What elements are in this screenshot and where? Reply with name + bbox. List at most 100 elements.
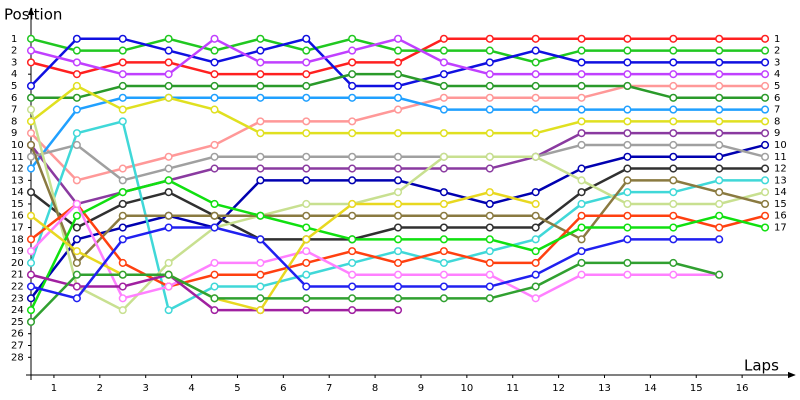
lap-point bbox=[164, 258, 173, 267]
lap-point bbox=[715, 199, 724, 208]
lap-point bbox=[577, 211, 586, 220]
lap-point bbox=[393, 129, 403, 138]
y-tick-label: 14 bbox=[11, 187, 24, 198]
lap-point bbox=[256, 211, 265, 220]
lap-point bbox=[393, 58, 403, 67]
lap-point bbox=[485, 188, 494, 197]
x-tick-label: 6 bbox=[280, 383, 286, 394]
lap-point bbox=[577, 70, 586, 79]
lap-point bbox=[26, 152, 36, 161]
lap-point bbox=[715, 93, 724, 102]
lap-point bbox=[118, 235, 127, 244]
lap-point bbox=[439, 294, 448, 303]
lap-point bbox=[531, 58, 540, 67]
lap-point bbox=[26, 317, 36, 326]
x-axis-title: Laps bbox=[744, 357, 779, 375]
lap-point bbox=[393, 306, 403, 315]
end-position-label: 5 bbox=[774, 81, 780, 92]
lap-point bbox=[531, 81, 540, 91]
lap-point bbox=[302, 270, 311, 279]
end-position-label: 15 bbox=[774, 199, 787, 210]
lap-point bbox=[715, 223, 724, 232]
y-tick-label: 11 bbox=[11, 152, 24, 163]
lap-point bbox=[669, 129, 678, 138]
lap-point bbox=[439, 223, 448, 232]
x-tick-label: 1 bbox=[51, 383, 57, 394]
lap-point bbox=[393, 211, 403, 220]
lap-point bbox=[393, 235, 403, 244]
lap-point bbox=[210, 105, 219, 114]
lap-point bbox=[715, 46, 724, 55]
lap-point bbox=[715, 270, 724, 279]
lap-point bbox=[26, 306, 36, 315]
lap-point bbox=[302, 93, 311, 102]
lap-point bbox=[577, 81, 586, 91]
lap-point bbox=[302, 306, 311, 315]
lap-point bbox=[577, 258, 586, 267]
lap-point bbox=[393, 93, 403, 102]
lap-point bbox=[577, 93, 586, 102]
y-tick-label: 22 bbox=[11, 282, 24, 293]
lap-point bbox=[72, 129, 81, 138]
lap-point bbox=[256, 306, 265, 315]
lap-point bbox=[485, 105, 494, 114]
end-position-label: 6 bbox=[774, 93, 780, 104]
lap-point bbox=[393, 34, 403, 43]
lap-point bbox=[761, 129, 770, 138]
lap-point bbox=[348, 164, 357, 173]
lap-point bbox=[761, 46, 770, 55]
lap-point bbox=[669, 164, 678, 173]
lap-point bbox=[348, 294, 357, 303]
lap-point bbox=[256, 46, 265, 55]
lap-point bbox=[118, 81, 127, 91]
lap-point bbox=[715, 176, 724, 185]
x-tick-label: 11 bbox=[506, 383, 519, 394]
lap-point bbox=[302, 117, 311, 126]
lap-point bbox=[393, 247, 403, 256]
lap-point bbox=[26, 93, 36, 102]
lap-point bbox=[118, 270, 127, 279]
series-line bbox=[29, 109, 766, 312]
y-tick-label: 6 bbox=[11, 93, 17, 104]
lap-point bbox=[302, 199, 311, 208]
lap-point bbox=[26, 81, 36, 91]
lap-point bbox=[26, 188, 36, 197]
lap-point bbox=[118, 176, 127, 185]
lap-point bbox=[256, 34, 265, 43]
lap-point bbox=[348, 117, 357, 126]
lap-point bbox=[669, 211, 678, 220]
lap-point bbox=[256, 294, 265, 303]
lap-point bbox=[72, 282, 81, 291]
end-position-label: 3 bbox=[774, 57, 780, 68]
end-position-label: 8 bbox=[774, 116, 780, 127]
x-tick-label: 2 bbox=[97, 383, 103, 394]
lap-point bbox=[393, 46, 403, 55]
lap-point bbox=[393, 81, 403, 91]
lap-point bbox=[164, 93, 173, 102]
lap-point bbox=[393, 188, 403, 197]
lap-point bbox=[393, 199, 403, 208]
lap-point bbox=[485, 282, 494, 291]
lap-point bbox=[393, 152, 403, 161]
lap-point bbox=[210, 258, 219, 267]
lap-point bbox=[210, 164, 219, 173]
end-position-label: 9 bbox=[774, 128, 780, 139]
lap-point bbox=[761, 152, 770, 161]
end-position-label: 13 bbox=[774, 175, 787, 186]
y-tick-label: 17 bbox=[11, 223, 24, 234]
lap-point bbox=[302, 258, 311, 267]
lap-point bbox=[485, 211, 494, 220]
lap-point bbox=[210, 294, 219, 303]
lap-point bbox=[715, 105, 724, 114]
y-tick-label: 13 bbox=[11, 175, 24, 186]
lap-point bbox=[72, 211, 81, 220]
lap-point bbox=[72, 247, 81, 256]
lap-point bbox=[669, 34, 678, 43]
lap-point bbox=[669, 176, 678, 185]
y-tick-label: 20 bbox=[11, 258, 24, 269]
lap-point bbox=[210, 46, 219, 55]
lap-point bbox=[164, 81, 173, 91]
lap-point bbox=[164, 34, 173, 43]
lap-point bbox=[72, 294, 81, 303]
lap-point bbox=[393, 164, 403, 173]
